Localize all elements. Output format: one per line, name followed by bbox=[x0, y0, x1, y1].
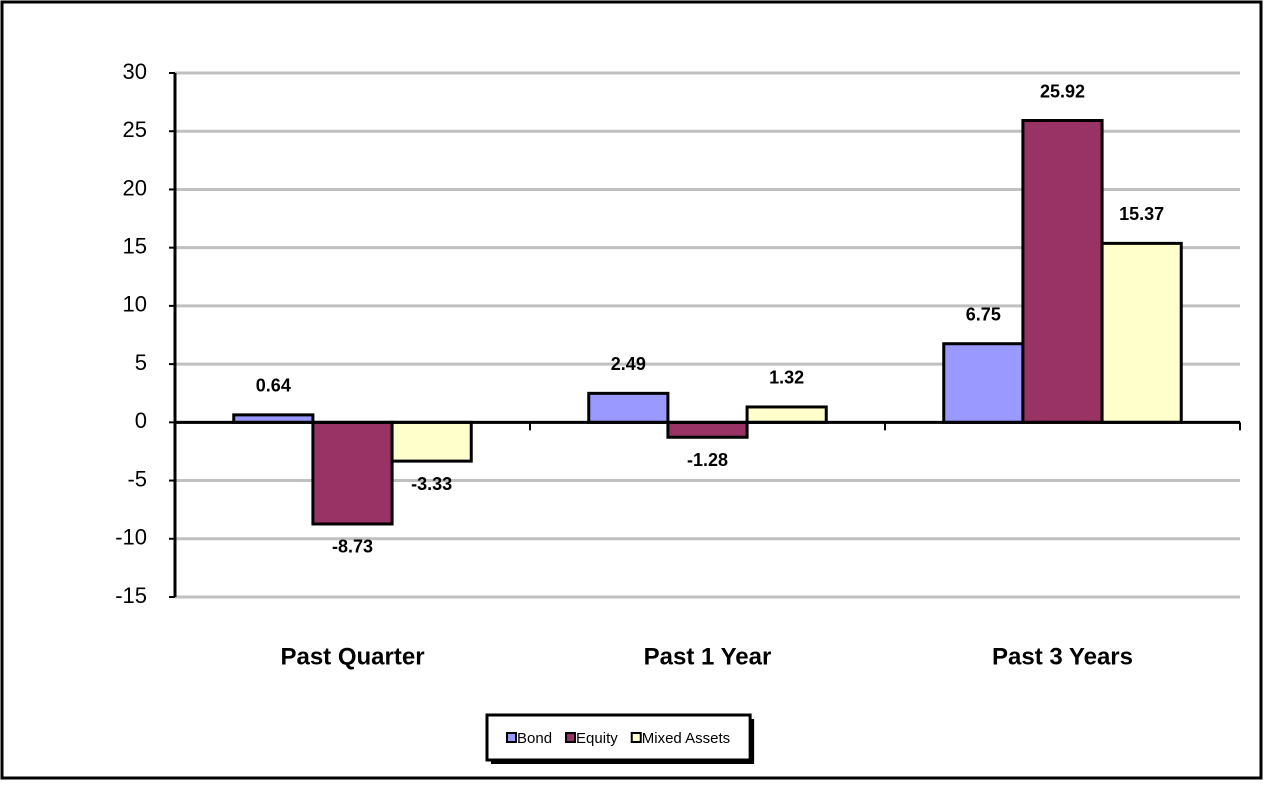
bar bbox=[666, 420, 749, 439]
x-tick-label: Past Quarter bbox=[280, 643, 424, 670]
value-label: 6.75 bbox=[966, 304, 1001, 324]
legend-label: Bond bbox=[517, 730, 552, 747]
value-label: 25.92 bbox=[1040, 81, 1085, 101]
x-tick-label: Past 3 Years bbox=[992, 643, 1133, 670]
legend-swatch bbox=[506, 732, 517, 743]
bar bbox=[587, 391, 670, 424]
y-tick-label: -5 bbox=[127, 466, 147, 491]
legend-box bbox=[485, 713, 752, 762]
bar bbox=[1021, 119, 1104, 424]
legend-swatch bbox=[565, 732, 577, 743]
bar bbox=[311, 420, 394, 526]
legend-label: Mixed Assets bbox=[642, 730, 730, 747]
bars bbox=[232, 119, 1183, 526]
y-tick-label: 25 bbox=[123, 117, 147, 142]
value-label: -1.28 bbox=[687, 450, 728, 470]
bar bbox=[390, 420, 473, 463]
value-label: 15.37 bbox=[1119, 204, 1164, 224]
y-tick-label: -15 bbox=[115, 583, 147, 608]
y-tick-label: 20 bbox=[123, 175, 147, 200]
value-label: 1.32 bbox=[769, 368, 804, 388]
value-label: -8.73 bbox=[332, 537, 373, 557]
axes bbox=[169, 72, 1241, 598]
y-tick-label: 0 bbox=[135, 408, 147, 433]
legend-swatch bbox=[630, 732, 642, 743]
value-label: 2.49 bbox=[611, 354, 646, 374]
y-tick-label: 10 bbox=[123, 292, 147, 317]
labels: -15 -10 -5 0 5 10 15 20 25 30 0.64 2.49 6.75 -8.73 -1.… bbox=[115, 59, 1164, 671]
y-tick-label: 30 bbox=[123, 59, 147, 84]
bar bbox=[942, 342, 1025, 424]
value-label: 0.64 bbox=[256, 376, 291, 396]
value-label: -3.33 bbox=[411, 474, 452, 494]
y-tick-label: 15 bbox=[123, 233, 147, 258]
y-tick-label: -10 bbox=[115, 525, 147, 550]
y-tick-label: 5 bbox=[135, 350, 147, 375]
bar bbox=[1100, 241, 1183, 424]
legend-label: Equity bbox=[576, 730, 618, 747]
legend: Bond Equity Mixed Assets bbox=[485, 713, 755, 764]
x-tick-label: Past 1 Year bbox=[644, 643, 772, 670]
bar bbox=[745, 405, 828, 424]
